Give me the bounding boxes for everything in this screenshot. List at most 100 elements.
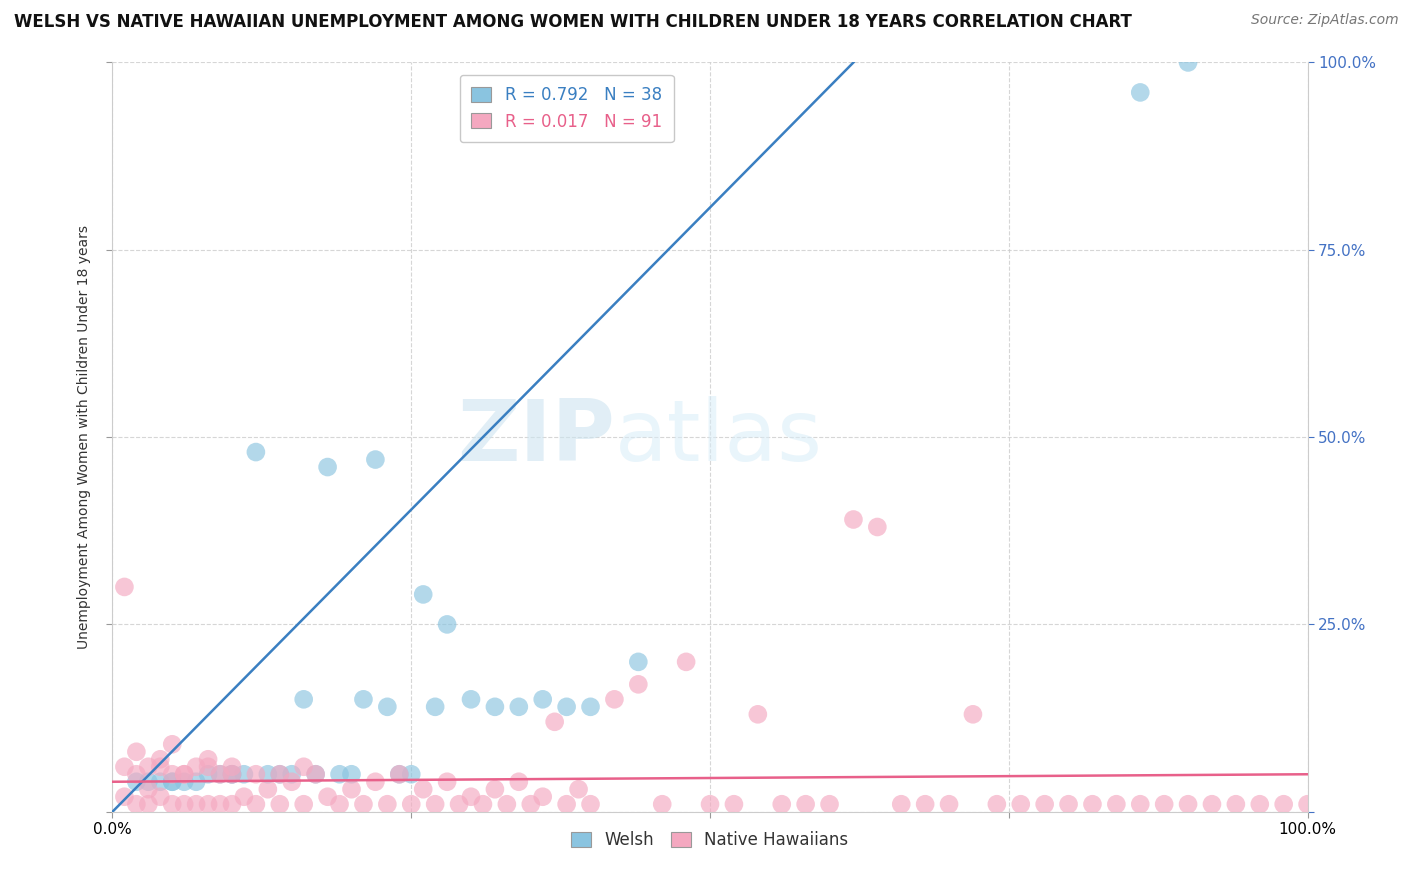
- Point: [401, 797, 423, 812]
- Point: [364, 774, 387, 789]
- Point: [818, 797, 841, 812]
- Point: [460, 692, 482, 706]
- Point: [1272, 797, 1295, 812]
- Point: [173, 774, 195, 789]
- Point: [269, 767, 291, 781]
- Point: [233, 767, 256, 781]
- Point: [543, 714, 565, 729]
- Point: [651, 797, 673, 812]
- Point: [125, 774, 148, 789]
- Text: WELSH VS NATIVE HAWAIIAN UNEMPLOYMENT AMONG WOMEN WITH CHILDREN UNDER 18 YEARS C: WELSH VS NATIVE HAWAIIAN UNEMPLOYMENT AM…: [14, 13, 1132, 31]
- Point: [316, 789, 339, 804]
- Point: [460, 789, 482, 804]
- Point: [842, 512, 865, 526]
- Point: [197, 767, 219, 781]
- Point: [257, 767, 280, 781]
- Point: [186, 774, 208, 789]
- Point: [1225, 797, 1247, 812]
- Point: [149, 752, 172, 766]
- Point: [1129, 797, 1152, 812]
- Point: [329, 767, 352, 781]
- Point: [352, 692, 374, 706]
- Point: [1057, 797, 1080, 812]
- Text: Source: ZipAtlas.com: Source: ZipAtlas.com: [1251, 13, 1399, 28]
- Point: [388, 767, 411, 781]
- Point: [162, 767, 183, 781]
- Text: atlas: atlas: [614, 395, 823, 479]
- Point: [162, 797, 183, 812]
- Text: ZIP: ZIP: [457, 395, 614, 479]
- Point: [173, 767, 195, 781]
- Point: [890, 797, 912, 812]
- Point: [1033, 797, 1056, 812]
- Point: [305, 767, 328, 781]
- Point: [425, 797, 447, 812]
- Point: [173, 797, 195, 812]
- Point: [388, 767, 411, 781]
- Point: [149, 774, 172, 789]
- Point: [138, 782, 160, 797]
- Point: [269, 767, 291, 781]
- Point: [520, 797, 543, 812]
- Point: [305, 767, 328, 781]
- Point: [1081, 797, 1104, 812]
- Point: [1153, 797, 1175, 812]
- Point: [1201, 797, 1223, 812]
- Point: [340, 782, 363, 797]
- Point: [484, 699, 506, 714]
- Point: [377, 797, 399, 812]
- Point: [401, 767, 423, 781]
- Point: [866, 520, 889, 534]
- Point: [138, 774, 160, 789]
- Point: [1177, 55, 1199, 70]
- Point: [162, 774, 183, 789]
- Point: [364, 452, 387, 467]
- Point: [162, 737, 183, 751]
- Point: [723, 797, 745, 812]
- Point: [292, 797, 315, 812]
- Point: [747, 707, 769, 722]
- Point: [962, 707, 984, 722]
- Point: [436, 774, 458, 789]
- Point: [484, 782, 506, 797]
- Point: [209, 797, 232, 812]
- Point: [245, 767, 267, 781]
- Point: [186, 797, 208, 812]
- Point: [209, 767, 232, 781]
- Point: [914, 797, 936, 812]
- Point: [531, 789, 554, 804]
- Point: [568, 782, 591, 797]
- Point: [699, 797, 721, 812]
- Point: [221, 797, 243, 812]
- Point: [1249, 797, 1271, 812]
- Point: [197, 752, 219, 766]
- Point: [1010, 797, 1032, 812]
- Point: [173, 767, 195, 781]
- Point: [329, 797, 352, 812]
- Point: [472, 797, 495, 812]
- Point: [221, 767, 243, 781]
- Point: [436, 617, 458, 632]
- Point: [627, 677, 650, 691]
- Point: [125, 797, 148, 812]
- Point: [209, 767, 232, 781]
- Point: [770, 797, 793, 812]
- Point: [508, 699, 530, 714]
- Point: [221, 760, 243, 774]
- Point: [233, 789, 256, 804]
- Point: [425, 699, 447, 714]
- Point: [138, 760, 160, 774]
- Point: [281, 774, 304, 789]
- Point: [1296, 797, 1319, 812]
- Point: [149, 789, 172, 804]
- Point: [412, 782, 434, 797]
- Point: [340, 767, 363, 781]
- Point: [579, 797, 602, 812]
- Point: [138, 797, 160, 812]
- Point: [508, 774, 530, 789]
- Point: [281, 767, 304, 781]
- Point: [675, 655, 697, 669]
- Point: [162, 774, 183, 789]
- Point: [496, 797, 519, 812]
- Point: [114, 760, 135, 774]
